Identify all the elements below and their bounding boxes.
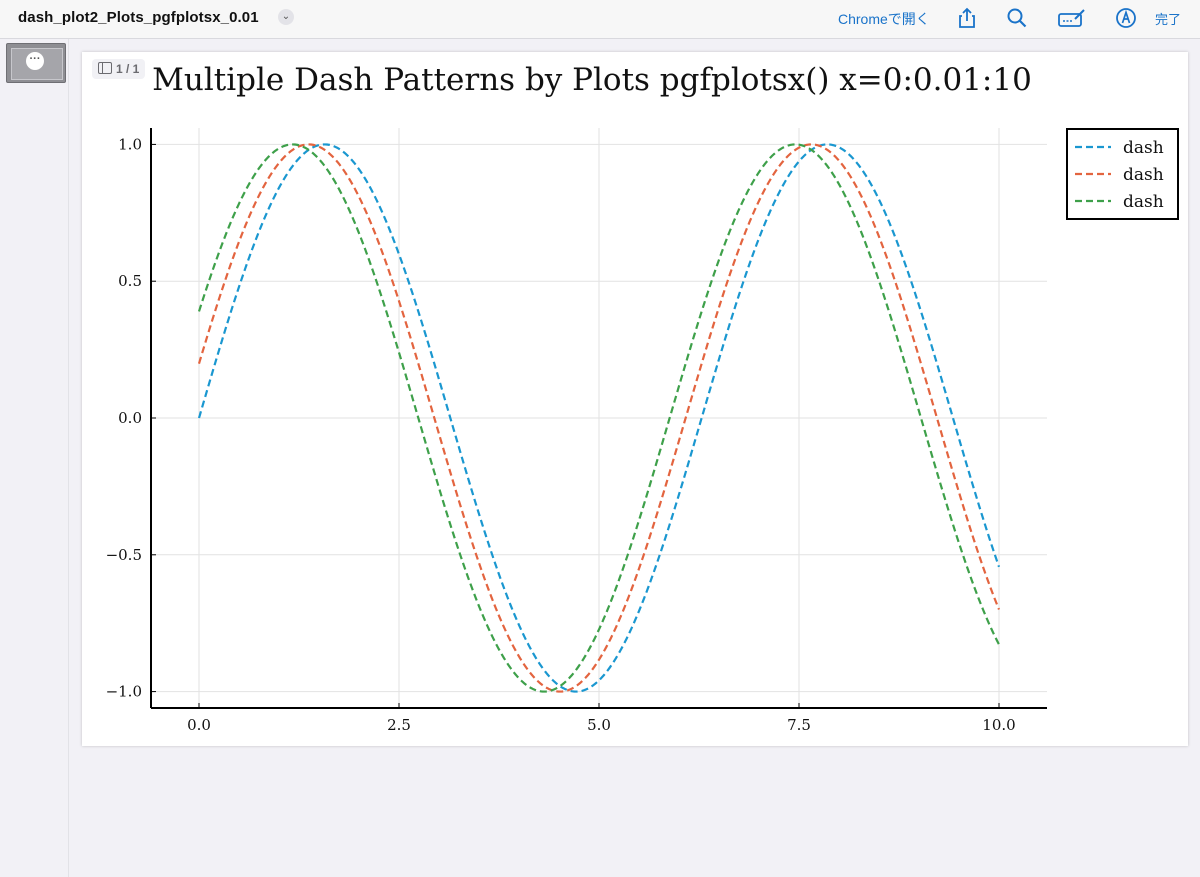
y-tick-label: 1.0: [118, 135, 142, 153]
page-thumbnail[interactable]: ···: [6, 43, 66, 83]
done-button[interactable]: 完了: [1155, 12, 1182, 27]
open-in-chrome-button[interactable]: Chromeで開く: [838, 11, 930, 27]
page-indicator[interactable]: 1 / 1: [92, 59, 146, 79]
chevron-down-icon[interactable]: ⌄: [278, 9, 294, 25]
tick-labels: 0.0 2.5 5.0 7.5 10.0 1.0 0.5 0.0 −0.5 −1.0: [106, 135, 1016, 734]
x-tick-label: 10.0: [982, 716, 1015, 734]
grid-lines: [151, 128, 1047, 708]
sidebar-toggle-icon: [98, 62, 112, 74]
x-tick-label: 2.5: [387, 716, 411, 734]
page-thumbnail-sidebar: ···: [0, 39, 69, 877]
series-lines: [197, 143, 1001, 693]
x-tick-label: 7.5: [787, 716, 811, 734]
y-tick-label: −0.5: [106, 546, 142, 564]
toolbar: dash_plot2_Plots_pgfplotsx_0.01 ⌄ Chrome…: [0, 0, 1200, 39]
search-icon[interactable]: [1005, 6, 1029, 30]
series-line-1: [197, 143, 1001, 693]
page-number-label: 1 / 1: [116, 62, 140, 76]
more-icon[interactable]: ···: [26, 52, 44, 70]
series-line-3: [197, 143, 1000, 693]
document-title[interactable]: dash_plot2_Plots_pgfplotsx_0.01: [18, 9, 259, 26]
legend-label: dash: [1123, 138, 1164, 158]
y-tick-label: 0.5: [118, 272, 142, 290]
y-tick-label: −1.0: [106, 683, 142, 701]
markup-icon[interactable]: [1057, 6, 1087, 30]
axes: [150, 128, 1047, 709]
legend-box: [1066, 128, 1179, 220]
y-tick-label: 0.0: [118, 409, 142, 427]
share-icon[interactable]: [955, 6, 979, 30]
pdf-page: [82, 52, 1188, 746]
chart-title: Multiple Dash Patterns by Plots pgfplots…: [152, 62, 1032, 98]
x-tick-label: 0.0: [187, 716, 211, 734]
pen-icon[interactable]: [1114, 6, 1138, 30]
legend: dash dash dash: [1066, 128, 1179, 220]
legend-label: dash: [1123, 165, 1164, 185]
legend-label: dash: [1123, 192, 1164, 212]
x-tick-label: 5.0: [587, 716, 611, 734]
series-line-2: [197, 143, 1001, 693]
